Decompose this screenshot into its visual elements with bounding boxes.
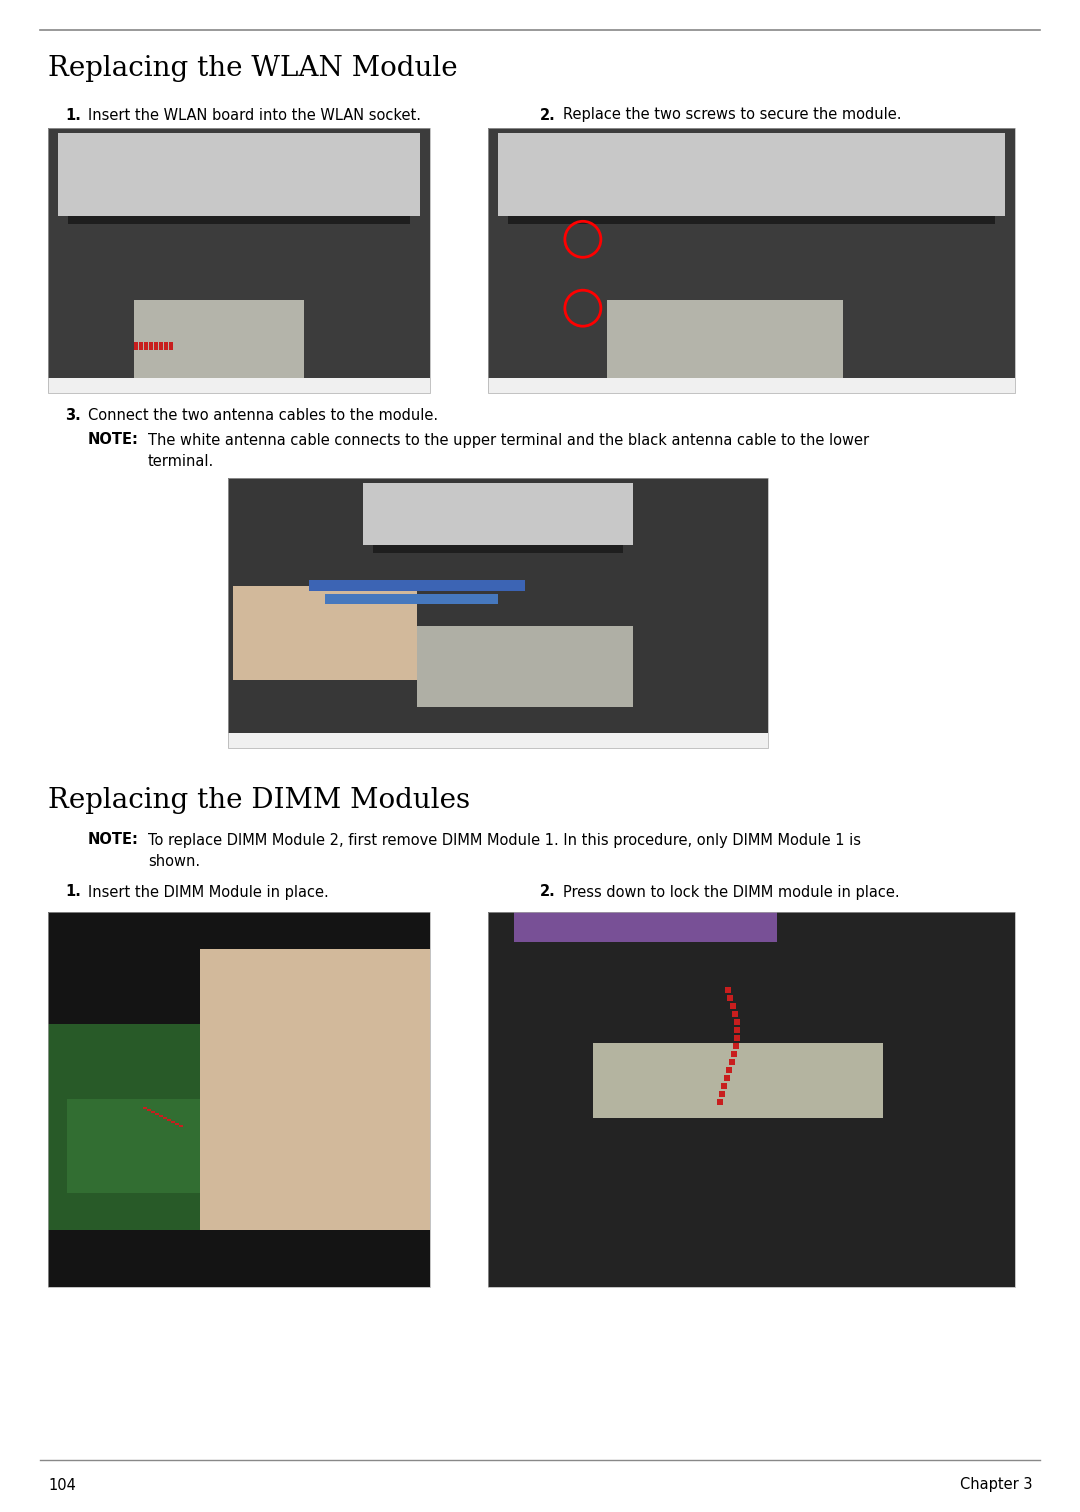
Text: shown.: shown. — [148, 854, 200, 869]
Text: Replace the two screws to secure the module.: Replace the two screws to secure the mod… — [563, 107, 902, 122]
Text: Replacing the WLAN Module: Replacing the WLAN Module — [48, 54, 458, 82]
Text: The white antenna cable connects to the upper terminal and the black antenna cab: The white antenna cable connects to the … — [148, 432, 869, 448]
Text: 2.: 2. — [540, 885, 556, 900]
Text: To replace DIMM Module 2, first remove DIMM Module 1. In this procedure, only DI: To replace DIMM Module 2, first remove D… — [148, 833, 861, 848]
Text: 1.: 1. — [65, 885, 81, 900]
Bar — [48, 912, 430, 1287]
Bar — [48, 129, 430, 393]
Text: terminal.: terminal. — [148, 455, 214, 470]
Text: Replacing the DIMM Modules: Replacing the DIMM Modules — [48, 786, 470, 813]
Bar — [488, 912, 1015, 1287]
Text: NOTE:: NOTE: — [87, 432, 139, 448]
Text: 1.: 1. — [65, 107, 81, 122]
Text: Insert the DIMM Module in place.: Insert the DIMM Module in place. — [87, 885, 328, 900]
Text: Connect the two antenna cables to the module.: Connect the two antenna cables to the mo… — [87, 408, 438, 422]
Text: Press down to lock the DIMM module in place.: Press down to lock the DIMM module in pl… — [563, 885, 900, 900]
Text: 3.: 3. — [65, 408, 81, 422]
Text: Insert the WLAN board into the WLAN socket.: Insert the WLAN board into the WLAN sock… — [87, 107, 421, 122]
Text: NOTE:: NOTE: — [87, 833, 139, 848]
Bar — [488, 129, 1015, 393]
Bar — [228, 478, 768, 748]
Text: Chapter 3: Chapter 3 — [959, 1477, 1032, 1492]
Text: 104: 104 — [48, 1477, 76, 1492]
Text: 2.: 2. — [540, 107, 556, 122]
